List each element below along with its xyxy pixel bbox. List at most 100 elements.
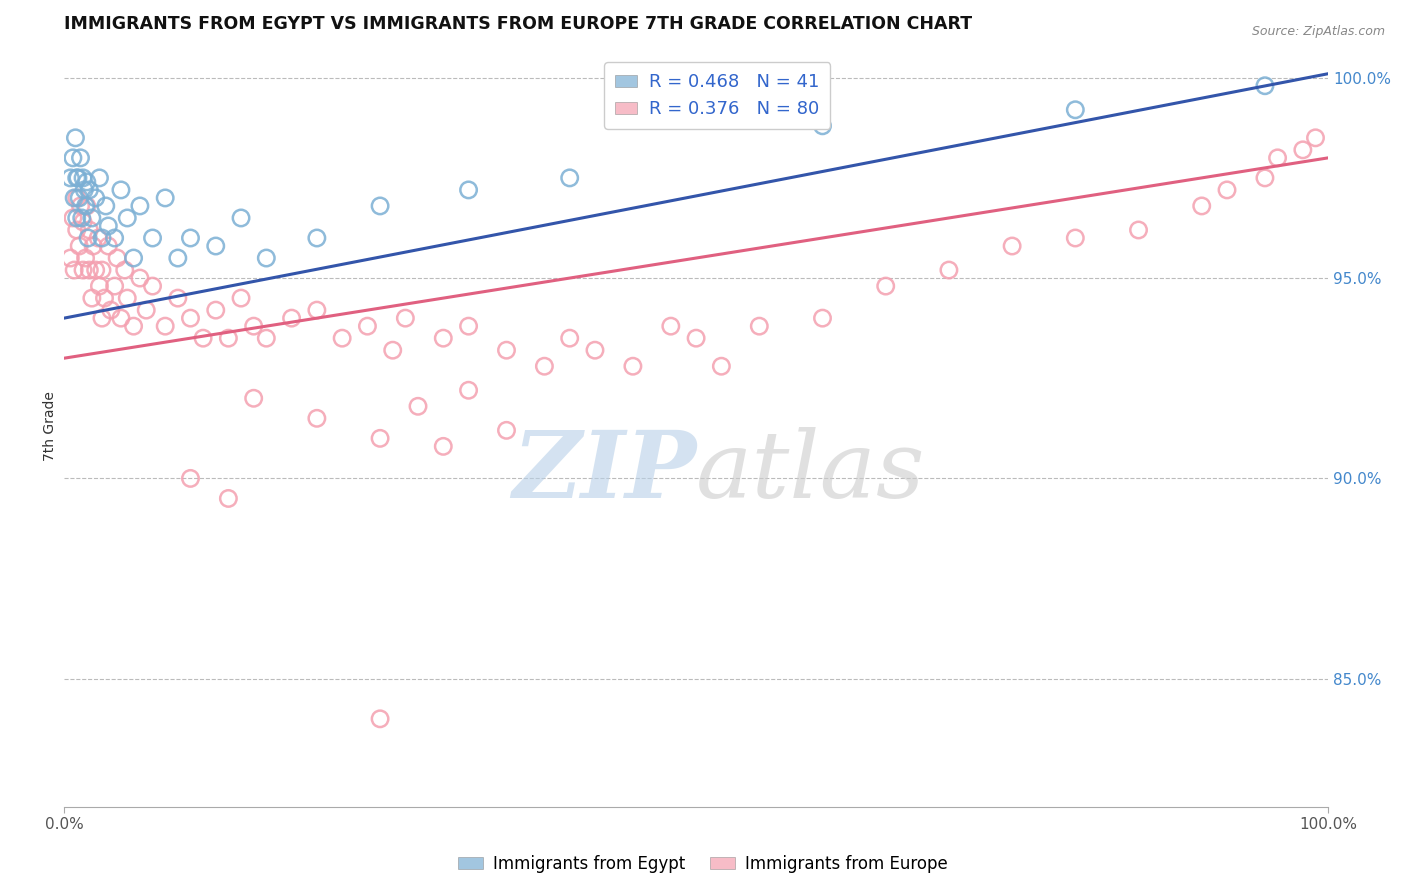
Point: [76, 199, 98, 213]
Point: [97, 219, 120, 233]
Point: [66, 170, 89, 185]
Text: ZIP: ZIP: [512, 427, 696, 517]
Point: [91, 311, 114, 326]
Point: [1128, 223, 1150, 237]
Point: [1254, 170, 1277, 185]
Text: Source: ZipAtlas.com: Source: ZipAtlas.com: [1251, 25, 1385, 38]
Y-axis label: 7th Grade: 7th Grade: [44, 392, 58, 461]
Point: [583, 343, 606, 358]
Point: [73, 183, 96, 197]
Point: [204, 303, 226, 318]
Point: [938, 263, 960, 277]
Point: [356, 319, 378, 334]
Point: [100, 303, 122, 318]
Point: [104, 279, 127, 293]
Point: [217, 331, 239, 345]
Point: [114, 263, 136, 277]
Point: [280, 311, 302, 326]
Point: [80, 211, 103, 225]
Point: [135, 303, 157, 318]
Point: [305, 411, 328, 425]
Point: [495, 423, 517, 437]
Point: [67, 239, 90, 253]
Point: [93, 291, 115, 305]
Point: [84, 263, 107, 277]
Point: [242, 319, 264, 334]
Point: [368, 199, 391, 213]
Point: [432, 331, 454, 345]
Point: [87, 231, 110, 245]
Point: [305, 231, 328, 245]
Point: [76, 175, 98, 189]
Point: [117, 211, 139, 225]
Point: [70, 211, 93, 225]
Point: [82, 239, 104, 253]
Point: [72, 215, 94, 229]
Point: [104, 231, 127, 245]
Point: [141, 231, 163, 245]
Text: atlas: atlas: [696, 427, 925, 517]
Point: [72, 263, 94, 277]
Point: [242, 391, 264, 405]
Point: [1254, 78, 1277, 93]
Point: [84, 191, 107, 205]
Point: [66, 170, 89, 185]
Point: [305, 303, 328, 318]
Point: [97, 239, 120, 253]
Point: [110, 311, 132, 326]
Point: [1191, 199, 1213, 213]
Point: [105, 251, 128, 265]
Point: [811, 311, 834, 326]
Point: [710, 359, 733, 374]
Point: [63, 191, 86, 205]
Point: [432, 439, 454, 453]
Point: [368, 431, 391, 445]
Point: [659, 319, 682, 334]
Point: [122, 251, 145, 265]
Point: [1216, 183, 1239, 197]
Point: [495, 343, 517, 358]
Point: [66, 223, 89, 237]
Point: [229, 211, 252, 225]
Point: [254, 251, 277, 265]
Point: [65, 131, 87, 145]
Point: [558, 331, 581, 345]
Point: [1064, 231, 1087, 245]
Point: [80, 291, 103, 305]
Point: [229, 291, 252, 305]
Legend: R = 0.468   N = 41, R = 0.376   N = 80: R = 0.468 N = 41, R = 0.376 N = 80: [605, 62, 831, 129]
Point: [457, 319, 479, 334]
Point: [117, 291, 139, 305]
Point: [129, 199, 152, 213]
Point: [166, 291, 188, 305]
Point: [67, 191, 90, 205]
Legend: Immigrants from Egypt, Immigrants from Europe: Immigrants from Egypt, Immigrants from E…: [451, 848, 955, 880]
Point: [62, 151, 84, 165]
Point: [1001, 239, 1024, 253]
Point: [66, 211, 89, 225]
Point: [204, 239, 226, 253]
Point: [153, 319, 176, 334]
Point: [1064, 103, 1087, 117]
Point: [179, 231, 201, 245]
Point: [110, 183, 132, 197]
Point: [91, 263, 114, 277]
Point: [75, 199, 97, 213]
Point: [179, 471, 201, 485]
Point: [79, 263, 101, 277]
Point: [217, 491, 239, 506]
Text: IMMIGRANTS FROM EGYPT VS IMMIGRANTS FROM EUROPE 7TH GRADE CORRELATION CHART: IMMIGRANTS FROM EGYPT VS IMMIGRANTS FROM…: [65, 15, 972, 33]
Point: [62, 211, 84, 225]
Point: [69, 199, 91, 213]
Point: [811, 119, 834, 133]
Point: [1267, 151, 1289, 165]
Point: [1305, 131, 1327, 145]
Point: [91, 231, 114, 245]
Point: [685, 331, 707, 345]
Point: [63, 263, 86, 277]
Point: [166, 251, 188, 265]
Point: [457, 384, 479, 398]
Point: [69, 151, 91, 165]
Point: [59, 251, 82, 265]
Point: [748, 319, 770, 334]
